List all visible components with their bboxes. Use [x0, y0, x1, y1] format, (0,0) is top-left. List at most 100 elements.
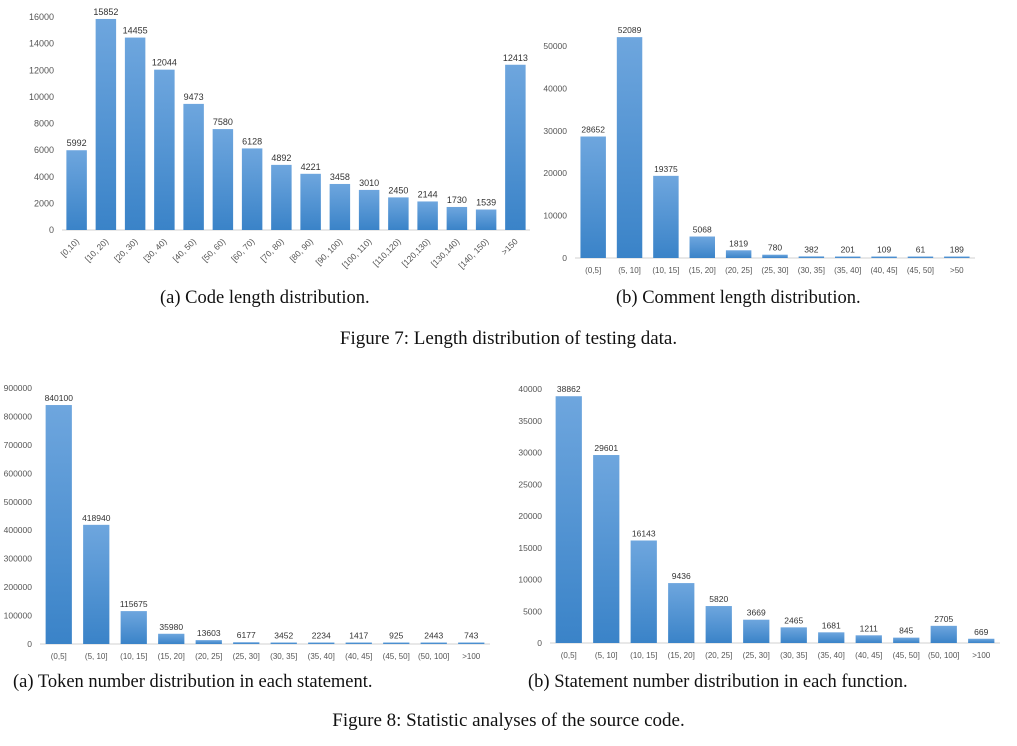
y-tick-label: 600000 [4, 468, 33, 478]
x-tick-label: (15, 20] [689, 266, 716, 275]
data-label: 28652 [581, 125, 605, 135]
y-tick-label: 10000 [518, 575, 542, 585]
bar [653, 175, 679, 258]
token-number-caption: (a) Token number distribution in each st… [13, 672, 373, 692]
x-tick-label: >150 [499, 236, 520, 257]
x-tick-label: (35, 40] [818, 651, 845, 660]
y-tick-label: 10000 [543, 211, 567, 221]
x-tick-label: (40, 45] [345, 652, 372, 661]
x-tick-label: (10, 15] [652, 266, 679, 275]
x-tick-label: (25, 30] [743, 651, 770, 660]
x-tick-label: [60, 70) [229, 236, 257, 264]
data-label: 15852 [93, 7, 118, 17]
data-label: 1681 [822, 620, 841, 630]
data-label: 12044 [152, 58, 177, 68]
data-label: 1211 [860, 623, 879, 633]
data-label: 29601 [594, 443, 618, 453]
bar [580, 136, 606, 258]
y-tick-label: 35000 [518, 416, 542, 426]
bar [798, 256, 825, 258]
bar [183, 103, 204, 230]
bar [154, 69, 175, 231]
figure-7-caption: Figure 7: Length distribution of testing… [339, 328, 678, 349]
data-label: 2443 [424, 631, 443, 641]
y-tick-label: 40000 [518, 384, 542, 394]
y-tick-label: 300000 [4, 554, 33, 564]
data-label: 5820 [709, 594, 728, 604]
figure-8-caption: Figure 8: Statistic analyses of the sour… [332, 710, 685, 731]
data-label: 1417 [349, 631, 368, 641]
data-label: 3452 [274, 631, 293, 641]
data-label: 12413 [503, 53, 528, 63]
data-label: 1819 [729, 238, 748, 248]
y-tick-label: 25000 [518, 479, 542, 489]
y-tick-label: 15000 [518, 543, 542, 553]
bar [308, 642, 335, 644]
x-tick-label: (0,5] [585, 266, 601, 275]
bar [505, 64, 526, 230]
x-tick-label: (30, 35] [780, 651, 807, 660]
y-tick-label: 30000 [543, 126, 567, 136]
data-label: 4892 [271, 153, 291, 163]
y-tick-label: 20000 [543, 168, 567, 178]
bar [345, 642, 372, 644]
x-tick-label: (30, 35] [270, 652, 297, 661]
x-tick-label: (45, 50] [893, 651, 920, 660]
data-label: 669 [974, 627, 988, 637]
y-tick-label: 0 [537, 638, 542, 648]
x-tick-label: [120,130) [400, 236, 433, 269]
y-tick-label: 10000 [29, 92, 54, 102]
x-tick-label: [30, 40) [141, 236, 169, 264]
data-label: 14455 [123, 26, 148, 36]
x-tick-label: [40, 50) [171, 236, 199, 264]
data-label: 418940 [82, 513, 111, 523]
y-tick-label: 0 [49, 225, 54, 235]
data-label: 61 [916, 245, 926, 255]
y-tick-label: 400000 [4, 525, 33, 535]
data-label: 13603 [197, 628, 221, 638]
x-tick-label: (50, 100] [928, 651, 960, 660]
data-label: 840100 [45, 393, 74, 403]
code-length-chart: 0 2000 4000 6000 8000 10000 12000 14000 16000 599… [29, 7, 530, 270]
bar [668, 583, 695, 643]
x-tick-label: (35, 40] [834, 266, 861, 275]
x-tick-label: (0,5] [561, 651, 577, 660]
data-label: 2450 [388, 185, 408, 195]
bar [383, 642, 410, 644]
bar [968, 638, 995, 643]
data-label: 6128 [242, 136, 262, 146]
token-number-chart: 0 100000 200000 300000 400000 500000 600000 700… [4, 383, 490, 661]
bar [835, 256, 861, 258]
x-tick-label: [50, 60) [200, 236, 228, 264]
bar [195, 640, 222, 644]
x-tick-label: (5, 10] [595, 651, 618, 660]
bar [762, 254, 788, 258]
bar [630, 540, 657, 643]
data-label: 3010 [359, 178, 379, 188]
x-tick-label: (35, 40] [308, 652, 335, 661]
x-tick-label: [80, 90) [288, 236, 316, 264]
statement-number-caption: (b) Statement number distribution in eac… [528, 672, 908, 692]
bar [818, 632, 845, 643]
data-label: 3669 [747, 608, 766, 618]
data-label: 1539 [476, 198, 496, 208]
comment-length-caption: (b) Comment length distribution. [616, 288, 861, 308]
bar [45, 405, 72, 644]
bar [907, 256, 934, 258]
bar [725, 250, 752, 258]
bar [241, 148, 263, 230]
data-label: 19375 [654, 164, 678, 174]
bar [944, 256, 970, 258]
comment-length-chart: 0 10000 20000 30000 40000 50000 28652 (0,5] 5208… [543, 25, 975, 275]
y-tick-label: 700000 [4, 440, 33, 450]
data-label: 780 [768, 243, 782, 253]
x-tick-label: (45, 50] [907, 266, 934, 275]
bar [300, 173, 321, 230]
data-label: 2465 [784, 615, 803, 625]
data-label: 925 [389, 631, 403, 641]
data-label: 845 [899, 626, 913, 636]
x-tick-label: [110,120) [371, 236, 403, 268]
bar [124, 37, 146, 231]
y-tick-label: 900000 [4, 383, 33, 393]
data-label: 2144 [418, 189, 438, 199]
